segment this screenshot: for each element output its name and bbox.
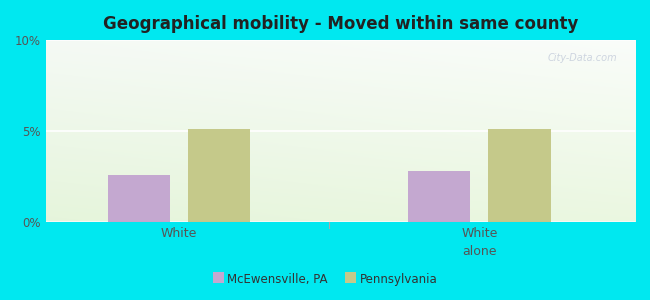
Text: City-Data.com: City-Data.com (548, 53, 617, 63)
Bar (188, 129, 250, 222)
Bar (408, 171, 471, 222)
Bar (488, 129, 551, 222)
Bar (108, 175, 170, 222)
Legend: McEwensville, PA, Pennsylvania: McEwensville, PA, Pennsylvania (208, 269, 442, 291)
Title: Geographical mobility - Moved within same county: Geographical mobility - Moved within sam… (103, 15, 578, 33)
